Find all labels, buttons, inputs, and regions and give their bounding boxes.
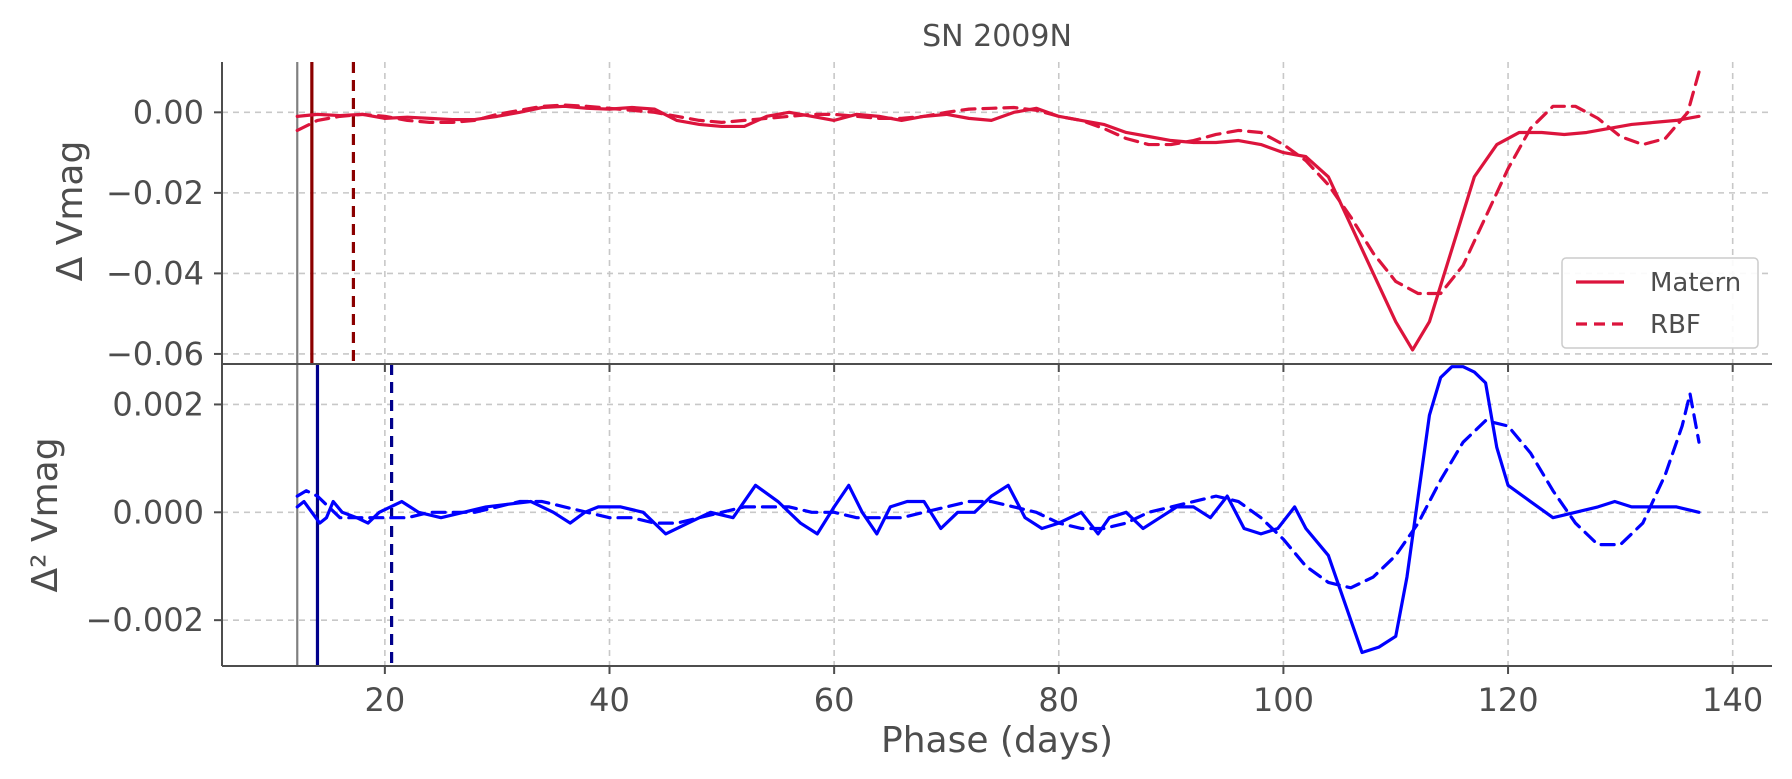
bottom-y-axis-label: Δ² Vmag [25, 437, 66, 592]
series-line-bottom-rbf [295, 392, 1701, 590]
series-line-bottom-matern [295, 365, 1701, 655]
chart-title: SN 2009N [922, 19, 1072, 54]
series-line-top-matern [295, 104, 1701, 352]
legend: Matern RBF [1561, 257, 1759, 349]
x-tick-label-0: 20 [365, 681, 406, 719]
y-tick-label-top-0: 0.00 [133, 93, 204, 131]
y-tick-label-bottom-0: 0.002 [112, 385, 204, 423]
x-tick-label-2: 60 [814, 681, 855, 719]
x-tick-label-6: 140 [1702, 681, 1763, 719]
series-line-top-rbf [295, 70, 1701, 296]
x-tick-label-1: 40 [589, 681, 630, 719]
legend-label-rbf: RBF [1650, 310, 1701, 340]
y-tick-label-top-2: −0.04 [106, 254, 204, 292]
legend-label-matern: Matern [1650, 268, 1741, 298]
top-y-axis-label: Δ Vmag [50, 141, 91, 282]
x-tick-label-5: 120 [1478, 681, 1539, 719]
y-tick-label-top-3: −0.06 [106, 335, 204, 373]
x-axis-label: Phase (days) [881, 720, 1113, 761]
y-tick-label-bottom-2: −0.002 [86, 601, 204, 639]
x-tick-label-4: 100 [1253, 681, 1314, 719]
y-tick-label-bottom-1: 0.000 [112, 493, 204, 531]
axes-layer: 0.00 −0.02 −0.04 −0.06 Matern RBF 0.002 0.000 −0… [86, 62, 1772, 719]
series-layer [295, 62, 1701, 666]
y-tick-label-top-1: −0.02 [106, 174, 204, 212]
x-tick-label-3: 80 [1038, 681, 1079, 719]
